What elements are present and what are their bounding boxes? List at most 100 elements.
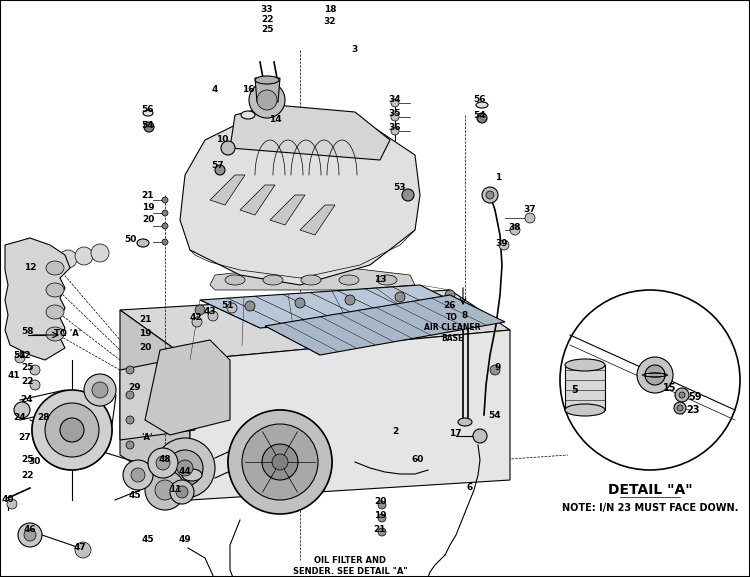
Circle shape (162, 239, 168, 245)
Text: 33: 33 (261, 6, 273, 14)
Polygon shape (270, 195, 305, 225)
Text: 9: 9 (495, 364, 501, 373)
Circle shape (155, 480, 175, 500)
Circle shape (677, 405, 683, 411)
Circle shape (162, 197, 168, 203)
Text: 43: 43 (204, 308, 216, 317)
Circle shape (84, 374, 116, 406)
Polygon shape (565, 365, 605, 410)
Circle shape (245, 301, 255, 311)
Circle shape (675, 388, 689, 402)
Text: 30: 30 (28, 458, 41, 466)
Text: 22: 22 (22, 377, 34, 387)
Circle shape (43, 253, 61, 271)
Text: 8: 8 (462, 310, 468, 320)
Ellipse shape (46, 327, 64, 341)
Ellipse shape (46, 261, 64, 275)
Text: 26: 26 (444, 301, 456, 309)
Ellipse shape (565, 359, 605, 371)
Circle shape (499, 240, 509, 250)
Circle shape (208, 311, 218, 321)
Circle shape (14, 402, 30, 418)
Circle shape (402, 189, 414, 201)
Text: 4: 4 (211, 85, 218, 95)
Ellipse shape (263, 275, 283, 285)
Text: 59: 59 (688, 392, 702, 402)
Polygon shape (210, 175, 245, 205)
Circle shape (257, 90, 277, 110)
Circle shape (162, 223, 168, 229)
Text: 25: 25 (22, 364, 34, 373)
Text: 15: 15 (663, 383, 676, 393)
Ellipse shape (458, 418, 472, 426)
Text: 42: 42 (190, 313, 202, 323)
Text: 29: 29 (129, 384, 141, 392)
Text: 3: 3 (352, 46, 358, 54)
Circle shape (242, 424, 318, 500)
Text: 36: 36 (388, 123, 401, 133)
Text: 19: 19 (139, 329, 152, 339)
Circle shape (162, 210, 168, 216)
Text: 38: 38 (509, 223, 521, 233)
Text: 54: 54 (142, 121, 154, 129)
Text: 22: 22 (261, 16, 273, 24)
Text: eReplacementParts.com: eReplacementParts.com (251, 295, 370, 305)
Text: 17: 17 (448, 429, 461, 439)
Text: 35: 35 (388, 110, 401, 118)
Circle shape (148, 448, 178, 478)
Circle shape (262, 444, 298, 480)
Text: DETAIL "A": DETAIL "A" (608, 483, 692, 497)
Ellipse shape (476, 102, 488, 108)
Circle shape (91, 244, 109, 262)
Polygon shape (230, 105, 390, 160)
Polygon shape (120, 360, 195, 440)
Circle shape (126, 366, 134, 374)
Circle shape (391, 99, 399, 107)
Circle shape (15, 353, 25, 363)
Ellipse shape (143, 110, 153, 116)
Circle shape (637, 357, 673, 393)
Ellipse shape (182, 469, 202, 481)
Circle shape (249, 82, 285, 118)
Text: 24: 24 (21, 395, 33, 404)
Text: 45: 45 (142, 535, 154, 545)
Text: 48: 48 (159, 455, 171, 464)
Polygon shape (145, 340, 230, 435)
Ellipse shape (255, 76, 279, 84)
Text: 57: 57 (211, 160, 224, 170)
Polygon shape (120, 290, 510, 360)
Text: 13: 13 (374, 275, 386, 284)
Text: 16: 16 (242, 85, 254, 95)
Circle shape (144, 122, 154, 132)
Circle shape (30, 365, 40, 375)
Polygon shape (180, 108, 420, 285)
Circle shape (60, 418, 84, 442)
Text: 12: 12 (24, 264, 36, 272)
Text: 47: 47 (74, 544, 86, 553)
Text: 44: 44 (178, 467, 191, 477)
Circle shape (131, 468, 145, 482)
Text: 20: 20 (374, 497, 386, 507)
Text: 37: 37 (524, 205, 536, 215)
Text: 20: 20 (142, 215, 154, 224)
Polygon shape (265, 295, 505, 355)
Text: 45: 45 (129, 490, 141, 500)
Circle shape (228, 410, 332, 514)
Circle shape (391, 113, 399, 121)
Ellipse shape (46, 305, 64, 319)
Text: 42: 42 (19, 350, 32, 359)
Polygon shape (190, 330, 510, 500)
Text: 19: 19 (374, 511, 386, 520)
Circle shape (486, 191, 494, 199)
Polygon shape (5, 238, 70, 360)
Text: 2: 2 (392, 428, 398, 436)
Text: 21: 21 (374, 526, 386, 534)
Text: 54: 54 (474, 111, 486, 119)
Circle shape (445, 290, 455, 300)
Circle shape (272, 454, 288, 470)
Circle shape (395, 292, 405, 302)
Circle shape (192, 317, 202, 327)
Text: 39: 39 (496, 238, 508, 248)
Circle shape (525, 213, 535, 223)
Circle shape (378, 514, 386, 522)
